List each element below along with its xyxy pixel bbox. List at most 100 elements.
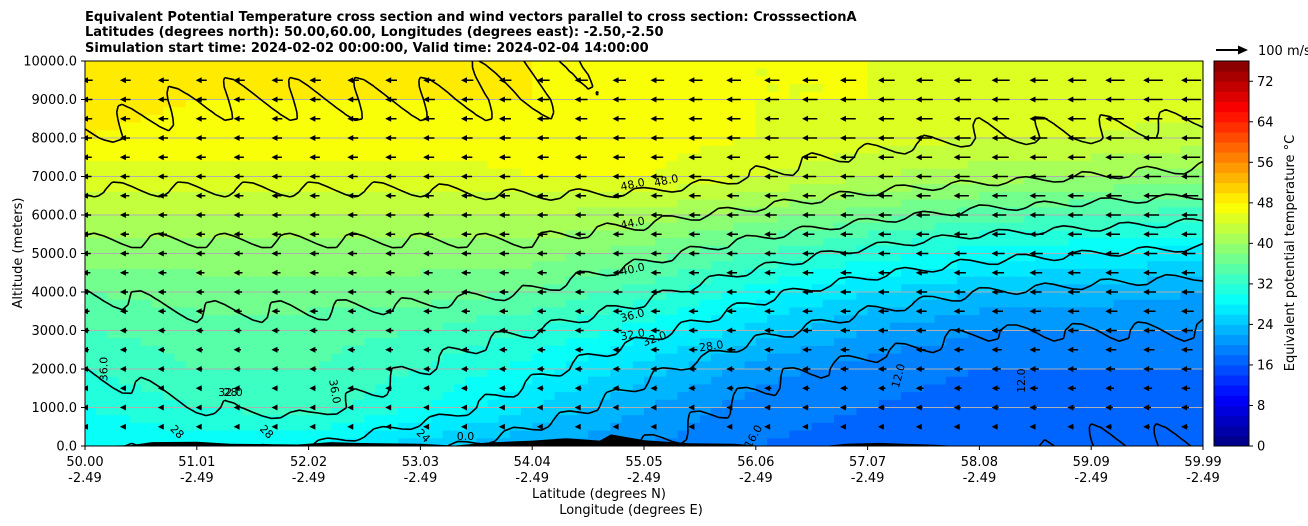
heat-cell xyxy=(263,384,276,393)
heat-cell xyxy=(442,138,455,147)
heat-cell xyxy=(576,415,589,424)
heat-cell xyxy=(364,276,377,285)
heat-cell xyxy=(1024,107,1036,116)
heat-cell xyxy=(800,107,813,116)
heat-cell xyxy=(330,122,343,131)
heat-cell xyxy=(487,161,500,170)
heat-cell xyxy=(588,384,600,393)
heat-cell xyxy=(409,184,421,193)
heat-cell xyxy=(364,238,377,247)
heat-cell xyxy=(1057,438,1070,446)
heat-cell xyxy=(129,268,142,278)
heat-cell xyxy=(811,268,824,278)
heat-cell xyxy=(263,230,276,239)
heat-cell xyxy=(152,138,164,147)
heat-cell xyxy=(565,61,578,70)
heat-cell xyxy=(252,330,265,339)
heat-cell xyxy=(286,215,299,224)
heat-cell xyxy=(1169,199,1182,208)
heat-cell xyxy=(889,338,902,347)
heat-cell xyxy=(1124,253,1137,262)
heat-cell xyxy=(487,268,500,278)
heat-cell xyxy=(476,68,489,77)
heat-cell xyxy=(543,415,556,424)
heat-cell xyxy=(733,261,746,270)
heat-cell xyxy=(1035,99,1048,108)
heat-cell xyxy=(118,322,131,332)
heat-cell xyxy=(766,207,779,216)
heat-cell xyxy=(834,207,846,216)
heat-cell xyxy=(856,222,869,231)
chart-title-line-1: Equivalent Potential Temperature cross s… xyxy=(85,10,857,25)
heat-cell xyxy=(174,184,187,193)
heat-cell xyxy=(398,338,410,347)
heat-cell xyxy=(1180,99,1193,108)
heat-cell xyxy=(576,176,589,185)
heat-cell xyxy=(263,276,276,285)
heat-cell xyxy=(129,299,142,308)
heat-cell xyxy=(878,199,891,208)
heat-cell xyxy=(655,338,667,347)
heat-cell xyxy=(822,138,835,147)
heat-cell xyxy=(241,407,254,416)
heat-cell xyxy=(677,407,690,416)
heat-cell xyxy=(878,122,891,131)
heat-cell xyxy=(889,361,902,370)
heat-cell xyxy=(532,284,544,293)
heat-cell xyxy=(1169,361,1182,370)
heat-cell xyxy=(565,284,578,293)
heat-cell xyxy=(1113,161,1126,170)
heat-cell xyxy=(375,122,388,131)
heat-cell xyxy=(968,153,980,162)
heat-cell xyxy=(219,107,231,116)
heat-cell xyxy=(409,99,421,108)
heat-cell xyxy=(822,184,835,193)
heat-cell xyxy=(241,245,254,255)
heat-cell xyxy=(599,276,612,285)
heat-cell xyxy=(465,268,477,278)
heat-cell xyxy=(1158,430,1171,439)
heat-cell xyxy=(353,161,366,170)
heat-cell xyxy=(420,430,433,439)
heat-cell xyxy=(1147,161,1159,170)
heat-cell xyxy=(118,61,131,70)
heat-cell xyxy=(845,184,858,193)
heat-cell xyxy=(453,238,466,247)
heat-cell xyxy=(465,415,477,424)
heat-cell xyxy=(778,276,790,285)
heat-cell xyxy=(934,345,947,355)
heat-cell xyxy=(1124,122,1137,131)
heat-cell xyxy=(85,145,97,154)
heat-cell xyxy=(1191,330,1203,339)
heat-cell xyxy=(834,114,846,124)
heat-cell xyxy=(822,99,835,108)
heat-cell xyxy=(923,430,936,439)
heat-cell xyxy=(1046,361,1059,370)
heat-cell xyxy=(655,161,667,170)
heat-cell xyxy=(252,68,265,77)
heat-cell xyxy=(532,261,544,270)
heat-cell xyxy=(252,130,265,139)
heat-cell xyxy=(834,222,846,231)
heat-cell xyxy=(912,99,925,108)
heat-cell xyxy=(386,176,399,185)
heat-cell xyxy=(319,68,332,77)
heat-cell xyxy=(979,407,992,416)
heat-cell xyxy=(811,407,824,416)
heat-cell xyxy=(342,238,354,247)
heat-cell xyxy=(521,230,533,239)
heat-cell xyxy=(722,176,735,185)
heat-cell xyxy=(1113,353,1126,362)
heat-cell xyxy=(711,430,723,439)
heat-cell xyxy=(576,384,589,393)
heat-cell xyxy=(755,84,768,93)
heat-cell xyxy=(688,138,701,147)
heat-cell xyxy=(1080,376,1092,385)
heat-cell xyxy=(476,61,489,70)
heat-cell xyxy=(800,399,813,409)
heat-cell xyxy=(845,330,858,339)
heat-cell xyxy=(968,184,980,193)
heat-cell xyxy=(230,84,243,93)
heat-cell xyxy=(632,238,645,247)
heat-cell xyxy=(196,145,209,154)
